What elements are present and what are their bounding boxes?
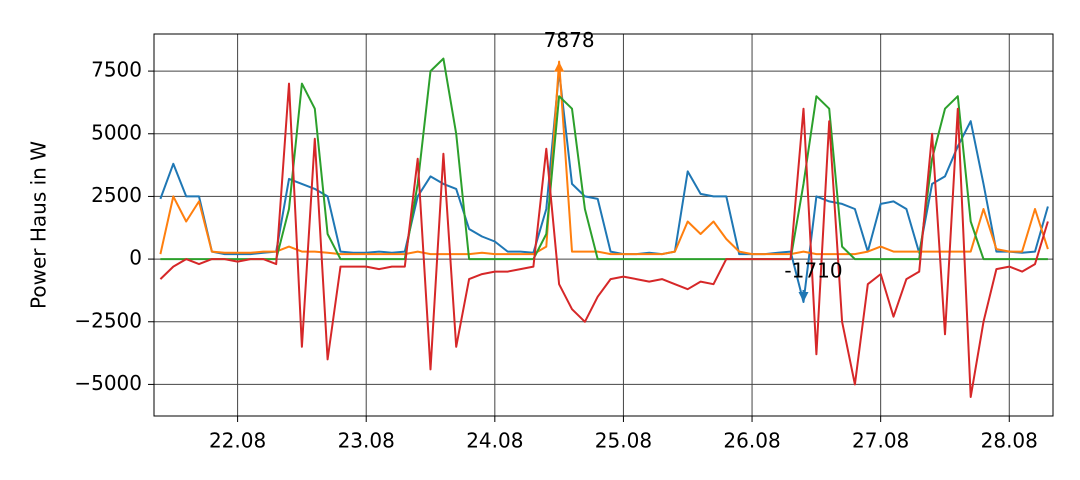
y-tick-label: −2500 bbox=[74, 308, 142, 332]
y-tick-label: 7500 bbox=[91, 58, 142, 82]
plot-frame bbox=[153, 33, 1054, 417]
y-tick-label: 0 bbox=[129, 246, 142, 270]
data-line bbox=[159, 70, 1049, 303]
x-tick-label: 23.08 bbox=[338, 429, 395, 453]
y-tick-label: 5000 bbox=[91, 120, 142, 144]
annotation-arrowhead bbox=[554, 61, 565, 72]
x-tick-label: 22.08 bbox=[209, 429, 266, 453]
x-tick-label: 25.08 bbox=[595, 429, 652, 453]
x-tick-label: 24.08 bbox=[466, 429, 523, 453]
data-line bbox=[160, 57, 1048, 261]
annotation-label: -1710 bbox=[784, 258, 842, 282]
y-tick-label: 2500 bbox=[91, 183, 142, 207]
annotation-label: 7878 bbox=[544, 28, 595, 52]
y-tick-label: −5000 bbox=[74, 371, 142, 395]
annotation-arrowhead bbox=[798, 291, 809, 302]
x-tick-label: 27.08 bbox=[852, 429, 909, 453]
x-tick-label: 28.08 bbox=[981, 429, 1038, 453]
y-axis-label: Power Haus in W bbox=[27, 141, 51, 309]
x-tick-label: 26.08 bbox=[723, 429, 780, 453]
data-line bbox=[159, 82, 1049, 398]
